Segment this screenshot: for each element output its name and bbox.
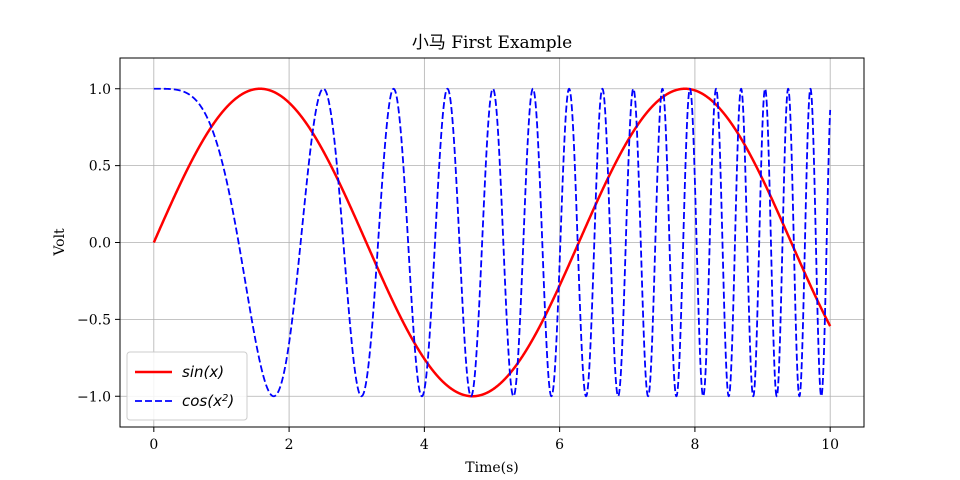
y-axis-label: Volt xyxy=(52,228,68,257)
x-tick-label: 6 xyxy=(555,437,564,453)
x-tick-label: 10 xyxy=(821,437,839,453)
y-tick-label: −0.5 xyxy=(77,312,111,328)
y-tick-label: −1.0 xyxy=(77,389,111,405)
x-tick-label: 4 xyxy=(420,437,429,453)
chart-title: 小马 First Example xyxy=(412,33,572,53)
x-tick-label: 0 xyxy=(149,437,158,453)
y-tick-label: 1.0 xyxy=(89,82,111,98)
x-tick-label: 2 xyxy=(285,437,294,453)
legend-box xyxy=(126,351,248,421)
legend: sin(x) cos(x2) xyxy=(126,351,248,421)
legend-label-2: cos(x2) xyxy=(182,392,234,410)
y-tick-label: 0.0 xyxy=(89,236,111,252)
series-lines xyxy=(152,87,832,398)
x-tick-label: 8 xyxy=(690,437,699,453)
y-tick-label: 0.5 xyxy=(89,159,111,175)
x-axis-label: Time(s) xyxy=(465,460,518,476)
legend-label-1: sin(x) xyxy=(182,363,224,381)
axis-ticks: 0 2 4 6 8 10 −1.0 −0.5 0.0 0.5 1.0 xyxy=(77,82,839,453)
series-line-2 xyxy=(153,87,832,398)
